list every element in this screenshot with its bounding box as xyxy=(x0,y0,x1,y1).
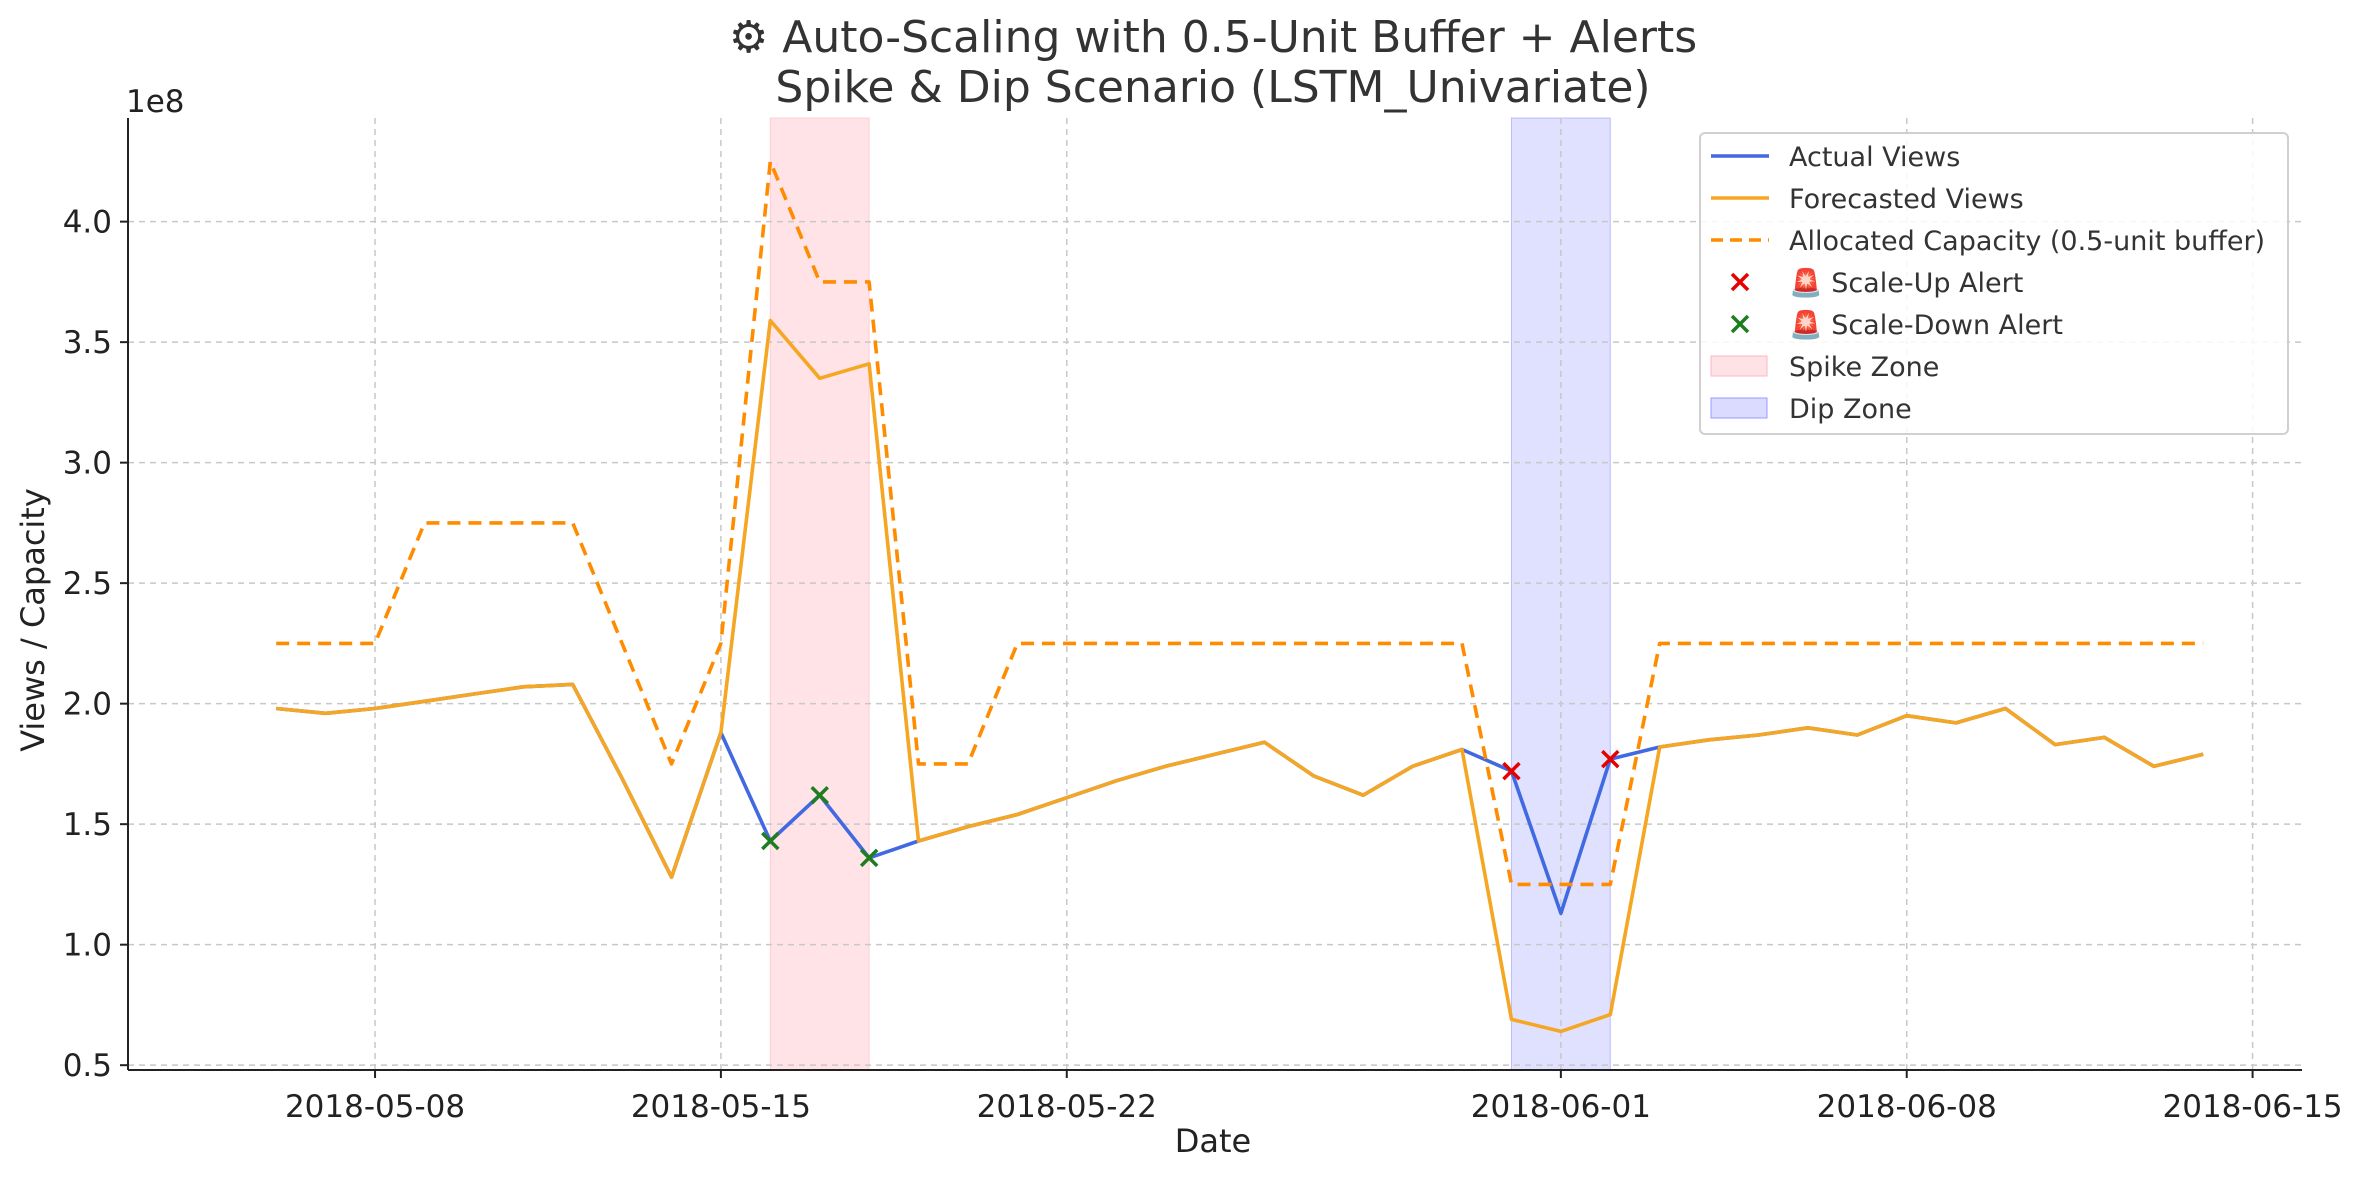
x-tick-label: 2018-05-08 xyxy=(285,1089,465,1125)
y-tick-label: 0.5 xyxy=(63,1048,112,1084)
x-axis-label: Date xyxy=(1175,1122,1251,1160)
legend-item-scale-up: 🚨 Scale-Up Alert xyxy=(1730,267,2023,299)
legend-item-spike-zone: Spike Zone xyxy=(1710,352,1939,383)
chart-title-line-2: Spike & Dip Scenario (LSTM_Univariate) xyxy=(775,62,1650,113)
legend-label-scale-down: 🚨 Scale-Down Alert xyxy=(1789,309,2063,341)
legend-frame xyxy=(1699,132,2289,435)
legend-swatch-scale-down-cross-icon xyxy=(1730,314,1750,334)
legend-item-capacity: Allocated Capacity (0.5-unit buffer) xyxy=(1711,226,2265,257)
x-tick-label: 2018-05-15 xyxy=(631,1089,811,1125)
legend-label-spike-zone: Spike Zone xyxy=(1789,352,1939,383)
y-tick-label: 4.0 xyxy=(63,205,112,241)
legend-label-dip-zone: Dip Zone xyxy=(1789,394,1912,425)
axes-layer xyxy=(120,118,2302,1078)
legend-swatch-spike-zone xyxy=(1710,355,1768,377)
spike-zone xyxy=(769,117,870,1071)
legend-label-scale-up: 🚨 Scale-Up Alert xyxy=(1789,267,2023,299)
y-tick-label: 1.5 xyxy=(63,807,112,843)
legend-item-forecast: Forecasted Views xyxy=(1711,184,2024,215)
x-tick-label: 2018-06-01 xyxy=(1471,1089,1651,1125)
y-tick-label: 1.0 xyxy=(63,928,112,964)
legend-label-actual: Actual Views xyxy=(1789,142,1960,173)
scale-down-alert-marker xyxy=(810,786,829,805)
legend-item-actual: Actual Views xyxy=(1711,142,1960,173)
lines-layer xyxy=(276,159,2204,1034)
scale-down-alert-marker xyxy=(859,848,879,868)
y-tick-label: 2.0 xyxy=(63,687,112,723)
zones-layer xyxy=(769,117,1611,1071)
x-tick-label: 2018-06-15 xyxy=(2163,1089,2343,1125)
y-axis-label: Views / Capacity xyxy=(14,488,52,752)
scale-up-alert-marker xyxy=(1601,749,1620,769)
series-line-capacity xyxy=(276,159,2204,887)
y-tick-label: 2.5 xyxy=(63,566,112,602)
series-line-forecast xyxy=(276,318,2204,1034)
x-tick-label: 2018-05-22 xyxy=(977,1089,1157,1125)
legend-label-capacity: Allocated Capacity (0.5-unit buffer) xyxy=(1789,226,2265,257)
markers-layer xyxy=(761,749,1620,868)
ticks-layer: 2018-05-08 2018-05-15 2018-05-22 2018-06-01… xyxy=(63,205,2343,1125)
scale-up-alert-marker xyxy=(1502,761,1521,781)
x-tick-label: 2018-06-08 xyxy=(1817,1089,1997,1125)
chart-title-line-1: ⚙ Auto-Scaling with 0.5-Unit Buffer + Al… xyxy=(729,12,1697,63)
legend: Actual Views Forecasted Views Allocated … xyxy=(1699,132,2289,435)
y-tick-label: 3.5 xyxy=(63,325,112,361)
legend-swatch-dip-zone xyxy=(1710,397,1768,419)
scale-down-alert-marker xyxy=(761,831,780,851)
legend-swatch-scale-up-cross-icon xyxy=(1730,272,1750,292)
legend-item-dip-zone: Dip Zone xyxy=(1710,394,1912,425)
y-axis-multiplier: 1e8 xyxy=(126,84,185,120)
legend-item-scale-down: 🚨 Scale-Down Alert xyxy=(1730,309,2063,341)
legend-label-forecast: Forecasted Views xyxy=(1789,184,2024,215)
y-tick-label: 3.0 xyxy=(63,446,112,482)
series-line-actual xyxy=(276,682,2204,916)
